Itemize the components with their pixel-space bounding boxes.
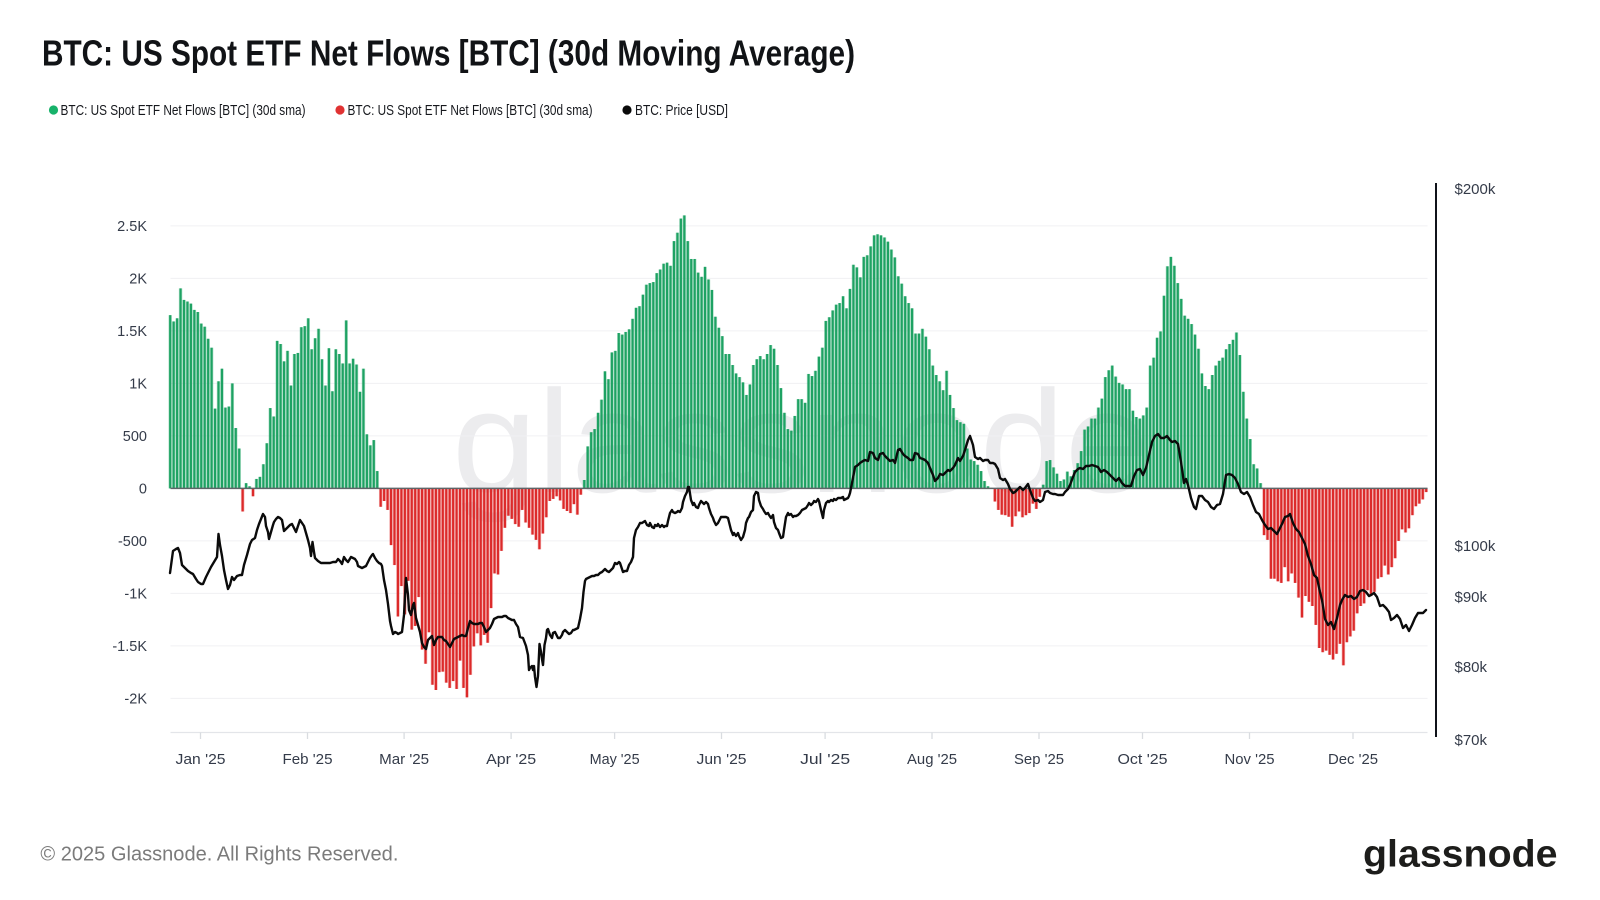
svg-text:Feb '25: Feb '25 — [283, 751, 333, 768]
svg-text:Oct '25: Oct '25 — [1118, 751, 1168, 768]
svg-text:$70k: $70k — [1455, 732, 1488, 749]
svg-text:1.5K: 1.5K — [117, 324, 147, 340]
svg-text:Dec '25: Dec '25 — [1328, 751, 1378, 768]
svg-text:Sep '25: Sep '25 — [1014, 751, 1064, 768]
svg-text:1K: 1K — [129, 376, 147, 392]
svg-text:0: 0 — [139, 481, 147, 497]
svg-text:BTC: US Spot ETF Net Flows [BT: BTC: US Spot ETF Net Flows [BTC] (30d Mo… — [42, 32, 855, 73]
svg-text:-1.5K: -1.5K — [112, 639, 147, 655]
svg-text:May '25: May '25 — [590, 751, 640, 768]
svg-text:Aug '25: Aug '25 — [907, 751, 957, 768]
svg-text:Apr '25: Apr '25 — [486, 751, 536, 768]
svg-text:500: 500 — [123, 429, 147, 445]
svg-text:$100k: $100k — [1455, 538, 1496, 555]
svg-text:glassnode: glassnode — [1363, 834, 1558, 876]
svg-text:Jul '25: Jul '25 — [800, 751, 850, 768]
svg-text:-1K: -1K — [124, 586, 147, 602]
svg-text:$90k: $90k — [1455, 589, 1488, 606]
svg-text:BTC: Price [USD]: BTC: Price [USD] — [635, 102, 728, 119]
svg-text:Jun '25: Jun '25 — [697, 751, 747, 768]
svg-text:2K: 2K — [129, 271, 147, 287]
svg-text:-2K: -2K — [124, 691, 147, 707]
svg-text:BTC: US Spot ETF Net Flows [BT: BTC: US Spot ETF Net Flows [BTC] (30d sm… — [348, 102, 593, 119]
svg-text:$200k: $200k — [1455, 181, 1496, 198]
svg-text:Jan '25: Jan '25 — [176, 751, 226, 768]
svg-text:$80k: $80k — [1455, 659, 1488, 676]
svg-text:2.5K: 2.5K — [117, 219, 147, 235]
svg-text:Nov '25: Nov '25 — [1225, 751, 1275, 768]
svg-text:-500: -500 — [118, 534, 147, 550]
svg-text:Mar '25: Mar '25 — [379, 751, 429, 768]
svg-text:© 2025 Glassnode. All Rights R: © 2025 Glassnode. All Rights Reserved. — [40, 844, 398, 866]
svg-text:BTC: US Spot ETF Net Flows [BT: BTC: US Spot ETF Net Flows [BTC] (30d sm… — [61, 102, 306, 119]
